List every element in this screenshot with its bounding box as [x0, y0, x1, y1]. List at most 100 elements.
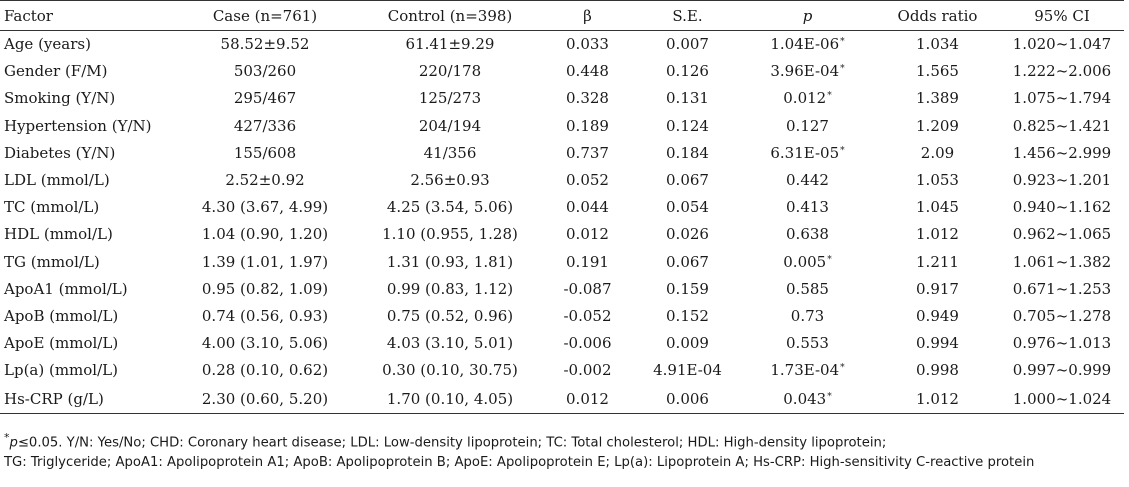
header-row: Factor Case (n=761) Control (n=398) β S.… — [0, 0, 1124, 31]
cell-ci: 1.061~1.382 — [1012, 252, 1112, 271]
cell-ci: 0.705~1.278 — [1012, 306, 1112, 325]
cell-beta: -0.087 — [563, 279, 612, 298]
footnote-line-1-text: ≤0.05. Y/N: Yes/No; CHD: Coronary heart … — [17, 435, 887, 451]
header-odds-ratio: Odds ratio — [875, 0, 1000, 31]
table-row: ApoE (mmol/L) 4.00 (3.10, 5.06) 4.03 (3.10… — [0, 330, 1124, 357]
table-row: HDL (mmol/L) 1.04 (0.90, 1.20) 1.10 (0.955… — [0, 221, 1124, 248]
cell-beta: 0.328 — [566, 89, 609, 108]
footnote-star: * — [4, 431, 10, 444]
p-value: 0.127 — [786, 116, 829, 135]
cell-se: 0.026 — [666, 225, 709, 244]
table-row: Hs-CRP (g/L) 2.30 (0.60, 5.20) 1.70 (0.10,… — [0, 383, 1124, 415]
cell-case: 0.74 (0.56, 0.93) — [201, 306, 329, 325]
cell-control: 61.41±9.29 — [405, 35, 495, 54]
significance-star: * — [840, 145, 845, 156]
footnote-line-2: TG: Triglyceride; ApoA1: Apolipoprotein … — [4, 455, 1035, 471]
cell-odds-ratio: 1.209 — [916, 116, 959, 135]
cell-beta: 0.052 — [566, 171, 609, 190]
cell-beta: 0.012 — [540, 383, 635, 415]
cell-odds-ratio: 2.09 — [920, 143, 955, 162]
significance-star: * — [840, 64, 845, 75]
cell-p: 0.442 — [740, 166, 875, 193]
cell-case: 1.04 (0.90, 1.20) — [201, 225, 329, 244]
cell-case: 4.30 (3.67, 4.99) — [201, 198, 329, 217]
cell-case: 1.39 (1.01, 1.97) — [201, 252, 329, 271]
header-ci: 95% CI — [1000, 0, 1124, 31]
table-row: TG (mmol/L) 1.39 (1.01, 1.97) 1.31 (0.93, … — [0, 248, 1124, 275]
table-row: ApoB (mmol/L) 0.74 (0.56, 0.93) 0.75 (0.52… — [0, 302, 1124, 329]
cell-factor: Hypertension (Y/N) — [4, 116, 152, 135]
cell-control: 0.30 (0.10, 30.75) — [382, 361, 518, 380]
cell-factor: Age (years) — [4, 35, 91, 54]
cell-control: 1.31 (0.93, 1.81) — [386, 252, 514, 271]
cell-se: 0.159 — [666, 279, 709, 298]
cell-factor: TG (mmol/L) — [4, 252, 100, 271]
p-value: 6.31E-05 — [770, 143, 840, 162]
cell-control: 41/356 — [423, 143, 477, 162]
cell-case: 4.00 (3.10, 5.06) — [201, 334, 329, 353]
table-row: Lp(a) (mmol/L) 0.28 (0.10, 0.62) 0.30 (0.1… — [0, 357, 1124, 384]
cell-beta: 0.012 — [566, 225, 609, 244]
p-value: 0.005 — [783, 252, 827, 271]
cell-ci: 0.997~0.999 — [1012, 361, 1112, 380]
significance-star: * — [827, 391, 832, 402]
header-se: S.E. — [635, 0, 740, 31]
cell-beta: 0.191 — [566, 252, 609, 271]
cell-ci: 0.962~1.065 — [1012, 225, 1112, 244]
cell-factor: HDL (mmol/L) — [4, 225, 113, 244]
cell-control: 2.56±0.93 — [410, 171, 490, 190]
cell-case: 503/260 — [233, 62, 297, 81]
cell-factor: TC (mmol/L) — [4, 198, 100, 217]
cell-odds-ratio: 0.917 — [916, 279, 959, 298]
table-row: Smoking (Y/N) 295/467 125/273 0.328 0.131 0.0… — [0, 85, 1124, 112]
cell-control: 4.03 (3.10, 5.01) — [386, 334, 514, 353]
cell-p: 0.585 — [740, 275, 875, 302]
header-case: Case (n=761) — [170, 0, 360, 31]
cell-odds-ratio: 1.565 — [916, 62, 959, 81]
significance-star: * — [827, 91, 832, 102]
cell-factor: Smoking (Y/N) — [4, 89, 116, 108]
logistic-regression-table: Factor Case (n=761) Control (n=398) β S.… — [0, 0, 1124, 415]
cell-case: 0.95 (0.82, 1.09) — [201, 279, 329, 298]
cell-case: 155/608 — [233, 143, 297, 162]
footnote-line-1: *p≤0.05. Y/N: Yes/No; CHD: Coronary hear… — [4, 428, 1124, 453]
cell-control: 220/178 — [418, 62, 482, 81]
cell-case: 427/336 — [233, 116, 297, 135]
p-value: 0.043 — [783, 389, 827, 408]
cell-odds-ratio: 1.034 — [916, 35, 959, 54]
cell-ci: 0.671~1.253 — [1012, 279, 1112, 298]
cell-se: 0.067 — [666, 171, 709, 190]
cell-p: 0.127 — [740, 112, 875, 139]
header-beta: β — [540, 0, 635, 31]
cell-se: 0.126 — [666, 62, 709, 81]
p-value: 1.04E-06 — [770, 35, 840, 54]
significance-star: * — [840, 37, 845, 48]
cell-factor: ApoE (mmol/L) — [4, 334, 119, 353]
cell-p: 0.553 — [740, 330, 875, 357]
cell-ci: 1.000~1.024 — [1000, 383, 1124, 415]
cell-odds-ratio: 1.211 — [916, 252, 959, 271]
cell-odds-ratio: 1.012 — [916, 225, 959, 244]
cell-ci: 1.020~1.047 — [1012, 35, 1112, 54]
cell-factor: Gender (F/M) — [4, 62, 108, 81]
cell-beta: -0.052 — [563, 306, 612, 325]
cell-p: 0.413 — [740, 194, 875, 221]
footnote-p-symbol: p — [9, 435, 18, 451]
cell-p: 3.96E-04* — [740, 58, 875, 85]
cell-control: 125/273 — [418, 89, 482, 108]
cell-odds-ratio: 1.053 — [916, 171, 959, 190]
table-body: Age (years) 58.52±9.52 61.41±9.29 0.033 0.00… — [0, 31, 1124, 415]
header-factor: Factor — [0, 0, 170, 31]
cell-beta: 0.033 — [566, 35, 609, 54]
significance-star: * — [827, 254, 832, 265]
table-row: Gender (F/M) 503/260 220/178 0.448 0.126 3.96… — [0, 58, 1124, 85]
cell-se: 0.067 — [666, 252, 709, 271]
cell-p: 0.638 — [740, 221, 875, 248]
significance-star: * — [840, 363, 845, 374]
cell-p: 0.005* — [740, 248, 875, 275]
cell-se: 0.054 — [666, 198, 709, 217]
cell-se: 4.91E-04 — [653, 361, 722, 380]
cell-ci: 0.923~1.201 — [1012, 171, 1112, 190]
cell-beta: -0.006 — [563, 334, 612, 353]
cell-case: 295/467 — [233, 89, 297, 108]
